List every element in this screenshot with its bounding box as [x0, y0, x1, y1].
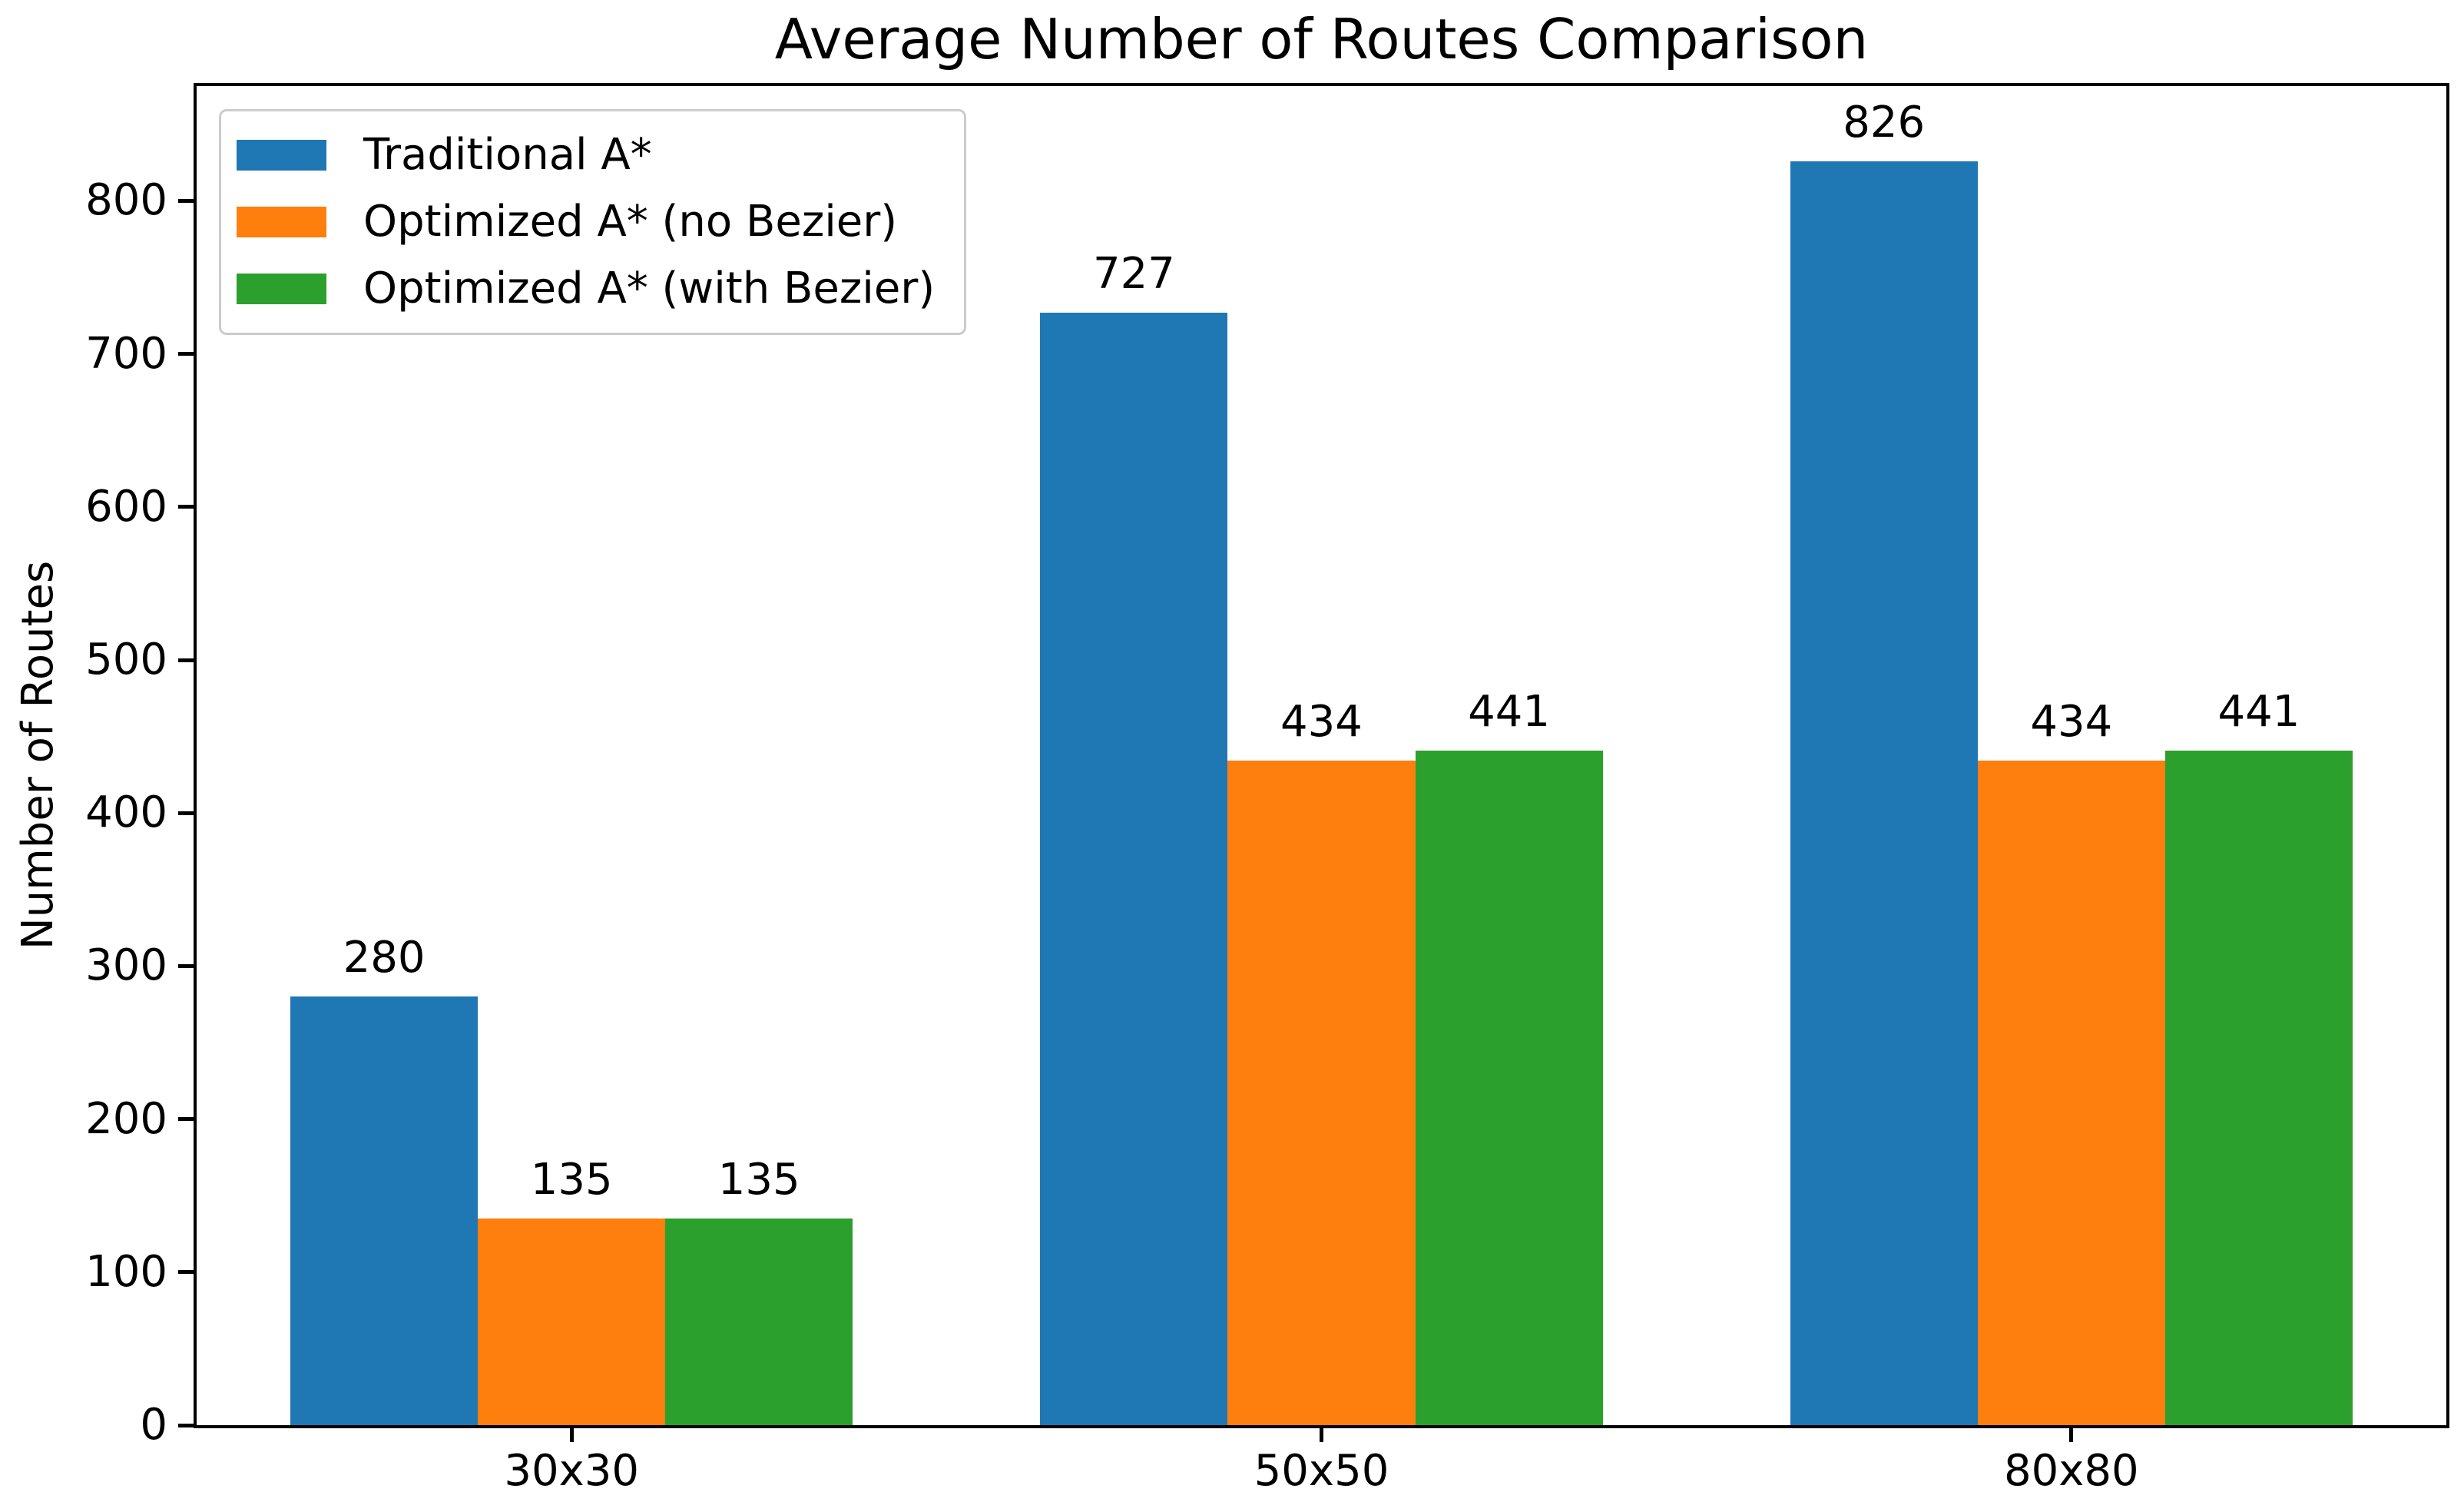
chart-title: Average Number of Routes Comparison — [774, 7, 1869, 71]
y-tick-mark — [178, 198, 194, 203]
bar-value-label: 135 — [530, 1155, 613, 1205]
bar-value-label: 441 — [2217, 686, 2300, 737]
y-tick-label: 700 — [85, 328, 167, 379]
y-tick-mark — [178, 1117, 194, 1122]
bar — [2164, 750, 2353, 1425]
bar — [1977, 761, 2165, 1425]
y-tick-mark — [178, 505, 194, 509]
bar — [1227, 761, 1416, 1425]
bar-value-label: 280 — [343, 933, 426, 983]
legend-label: Optimized A* (with Bezier) — [363, 264, 936, 313]
y-tick-label: 100 — [85, 1246, 167, 1297]
legend-label: Optimized A* (no Bezier) — [363, 197, 898, 247]
x-tick-mark — [2069, 1428, 2074, 1442]
legend-swatch — [237, 274, 326, 304]
bar-value-label: 434 — [2030, 697, 2113, 748]
bar-value-label: 826 — [1843, 97, 1926, 148]
y-tick-label: 300 — [85, 940, 167, 991]
y-tick-mark — [178, 1423, 194, 1427]
bar-value-label: 441 — [1468, 686, 1551, 737]
legend: Traditional A* Optimized A* (no Bezier) Op… — [219, 109, 967, 335]
bar-value-label: 135 — [717, 1155, 800, 1205]
bar-value-label: 434 — [1280, 697, 1363, 748]
x-tick-label: 50x50 — [1254, 1446, 1389, 1496]
x-tick-mark — [569, 1428, 574, 1442]
legend-item: Optimized A* (no Bezier) — [237, 200, 935, 244]
x-tick-label: 80x80 — [2004, 1446, 2139, 1496]
y-tick-label: 600 — [85, 481, 167, 532]
bar — [1040, 312, 1228, 1425]
y-tick-mark — [178, 658, 194, 662]
y-tick-mark — [178, 811, 194, 815]
y-tick-label: 0 — [140, 1400, 167, 1450]
y-axis-label: Number of Routes — [13, 560, 63, 950]
bar — [290, 996, 479, 1425]
bar-value-label: 727 — [1092, 248, 1175, 299]
y-tick-mark — [178, 963, 194, 968]
y-tick-label: 500 — [85, 635, 167, 685]
legend-item: Traditional A* — [237, 133, 935, 177]
bar — [478, 1219, 666, 1425]
legend-swatch — [237, 207, 326, 237]
bar — [1790, 161, 1978, 1425]
y-tick-mark — [178, 352, 194, 356]
x-tick-mark — [1320, 1428, 1323, 1442]
x-tick-label: 30x30 — [504, 1446, 639, 1496]
bar — [1415, 750, 1603, 1425]
y-tick-mark — [178, 1270, 194, 1275]
y-tick-label: 800 — [85, 175, 167, 226]
legend-item: Optimized A* (with Bezier) — [237, 267, 935, 311]
bar — [665, 1219, 853, 1425]
y-tick-label: 200 — [85, 1093, 167, 1144]
y-tick-label: 400 — [85, 788, 167, 838]
legend-swatch — [237, 140, 326, 171]
legend-label: Traditional A* — [363, 130, 652, 180]
